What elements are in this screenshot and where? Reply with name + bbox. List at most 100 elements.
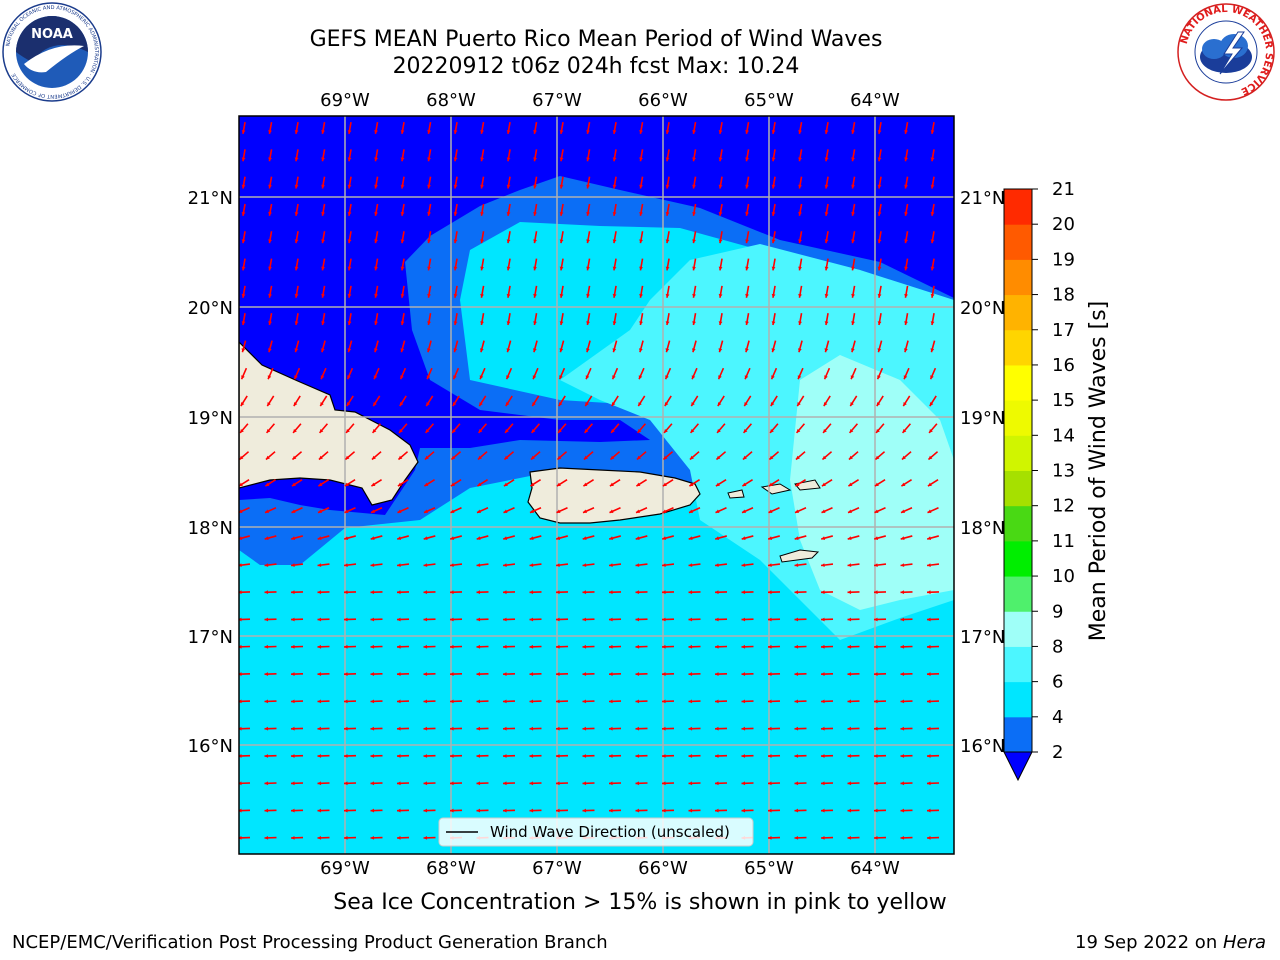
wave-arrowhead bbox=[241, 239, 246, 244]
wave-arrowhead bbox=[476, 563, 481, 567]
wave-arrowhead bbox=[665, 130, 670, 134]
wave-arrowhead bbox=[745, 321, 749, 326]
wave-arrowhead bbox=[612, 321, 617, 326]
wave-arrowhead bbox=[533, 157, 537, 162]
wave-arrowhead bbox=[824, 239, 829, 244]
colorbar-tick-label: 6 bbox=[1052, 672, 1063, 693]
wave-arrowhead bbox=[476, 781, 481, 786]
wave-arrowhead bbox=[715, 617, 719, 622]
wave-arrowhead bbox=[240, 428, 244, 433]
wave-arrowhead bbox=[715, 699, 719, 704]
wave-arrowhead bbox=[609, 590, 613, 595]
wave-arrowhead bbox=[423, 536, 428, 541]
wave-arrowhead bbox=[586, 321, 590, 326]
wave-arrowhead bbox=[533, 130, 537, 134]
wave-arrowhead bbox=[400, 239, 405, 244]
lon-label-top: 64°W bbox=[850, 90, 900, 111]
wave-arrowhead bbox=[370, 754, 375, 758]
wave-arrowhead bbox=[291, 835, 295, 840]
wave-arrowhead bbox=[821, 672, 825, 677]
wave-arrowhead bbox=[930, 212, 935, 216]
wave-arrowhead bbox=[745, 239, 749, 244]
wave-arrowhead bbox=[715, 672, 719, 677]
wave-arrowhead bbox=[479, 348, 484, 353]
wave-arrowhead bbox=[635, 726, 640, 731]
wave-arrowhead bbox=[768, 835, 772, 840]
wave-arrowhead bbox=[635, 536, 640, 541]
wave-arrowhead bbox=[318, 455, 323, 460]
wave-arrowhead bbox=[344, 536, 349, 541]
wave-arrowhead bbox=[900, 699, 905, 704]
wave-arrowhead bbox=[503, 563, 507, 567]
wave-arrowhead bbox=[929, 428, 933, 433]
wave-arrowhead bbox=[371, 482, 376, 487]
wave-arrowhead bbox=[506, 212, 511, 216]
wave-arrowhead bbox=[317, 672, 322, 677]
wave-arrowhead bbox=[715, 644, 719, 649]
colorbar-segment bbox=[1004, 259, 1032, 296]
wave-arrowhead bbox=[291, 536, 296, 541]
wave-arrowhead bbox=[321, 293, 325, 298]
wave-arrowhead bbox=[821, 644, 825, 649]
wave-arrowhead bbox=[609, 617, 613, 622]
wave-arrowhead bbox=[477, 455, 482, 460]
wave-arrowhead bbox=[320, 402, 324, 407]
wave-arrowhead bbox=[424, 482, 429, 487]
lon-label-top: 68°W bbox=[426, 90, 476, 111]
wave-arrowhead bbox=[927, 590, 931, 595]
wave-arrowhead bbox=[745, 157, 749, 162]
wave-arrowhead bbox=[370, 617, 375, 622]
lat-label-right: 16°N bbox=[960, 736, 1005, 757]
wave-arrowhead bbox=[476, 536, 481, 541]
wave-arrowhead bbox=[904, 239, 908, 244]
wave-arrowhead bbox=[847, 699, 852, 704]
wave-arrowhead bbox=[320, 348, 325, 353]
wave-arrowhead bbox=[531, 428, 536, 433]
wave-arrowhead bbox=[397, 835, 401, 840]
wave-arrowhead bbox=[768, 590, 772, 595]
wave-arrowhead bbox=[877, 266, 882, 271]
wave-arrowhead bbox=[716, 455, 721, 460]
wave-arrowhead bbox=[426, 375, 431, 380]
wave-arrowhead bbox=[688, 726, 693, 731]
wave-arrowhead bbox=[453, 184, 458, 189]
wave-arrowhead bbox=[582, 590, 587, 595]
wave-arrowhead bbox=[264, 563, 269, 567]
wave-arrowhead bbox=[344, 699, 348, 704]
wave-arrowhead bbox=[665, 293, 670, 298]
wave-arrowhead bbox=[586, 212, 590, 216]
wave-arrowhead bbox=[427, 266, 431, 271]
wave-arrowhead bbox=[821, 808, 825, 813]
wave-arrowhead bbox=[715, 590, 719, 595]
wave-arrowhead bbox=[798, 212, 802, 216]
wave-arrowhead bbox=[264, 617, 269, 622]
wave-arrowhead bbox=[427, 293, 431, 298]
wave-arrowhead bbox=[877, 348, 882, 353]
wave-arrowhead bbox=[874, 808, 878, 813]
wave-arrowhead bbox=[688, 672, 693, 677]
wave-arrowhead bbox=[503, 808, 507, 813]
wave-arrowhead bbox=[450, 672, 454, 677]
wave-arrowhead bbox=[821, 482, 826, 487]
wave-arrowhead bbox=[480, 212, 484, 216]
wave-arrowhead bbox=[635, 617, 640, 622]
wave-arrowhead bbox=[239, 672, 242, 677]
wave-arrowhead bbox=[397, 509, 402, 513]
wave-arrowhead bbox=[239, 455, 244, 460]
wave-arrowhead bbox=[427, 130, 431, 134]
wave-arrowhead bbox=[530, 509, 534, 513]
wave-arrowhead bbox=[476, 672, 481, 677]
wave-arrowhead bbox=[794, 726, 799, 731]
wave-arrowhead bbox=[794, 563, 799, 567]
colorbar-tick-label: 18 bbox=[1052, 285, 1075, 306]
wave-arrowhead bbox=[264, 672, 269, 677]
wave-arrowhead bbox=[691, 375, 696, 380]
wave-arrowhead bbox=[717, 402, 722, 407]
wave-arrowhead bbox=[239, 699, 242, 704]
wave-arrowhead bbox=[427, 239, 431, 244]
map-plot-area bbox=[239, 116, 954, 854]
wave-arrowhead bbox=[558, 402, 563, 407]
wave-arrowhead bbox=[610, 455, 615, 460]
wave-arrowhead bbox=[427, 184, 431, 189]
wave-arrowhead bbox=[476, 726, 481, 731]
